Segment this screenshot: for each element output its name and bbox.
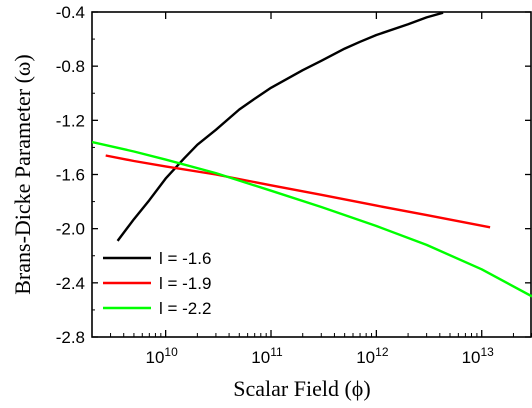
x-tick-label: 1010 (146, 345, 179, 367)
y-tick-label: -0.4 (56, 3, 85, 22)
x-tick-label: 1011 (251, 345, 283, 367)
series-line-1 (116, 12, 444, 242)
legend: l = -1.6 l = -1.9 l = -2.2 (103, 249, 211, 318)
series-line-3 (92, 140, 532, 298)
plot-frame (91, 11, 532, 338)
legend-label-3: l = -2.2 (159, 299, 211, 318)
legend-label-1: l = -1.6 (159, 249, 211, 268)
y-tick-label: -2.8 (56, 328, 85, 347)
series-group (92, 12, 532, 298)
y-tick-label: -0.8 (56, 57, 85, 76)
plot-frame-rect (91, 11, 532, 338)
x-axis-label: Scalar Field (ϕ) (233, 376, 370, 401)
x-tick-label: 1013 (462, 345, 495, 367)
y-tick-label: -2.4 (56, 274, 85, 293)
x-tick-label: 1012 (356, 345, 389, 367)
legend-label-2: l = -1.9 (159, 274, 211, 293)
y-axis-label: Brans-Dicke Parameter (ω) (10, 54, 35, 295)
y-tick-label: -2.0 (56, 220, 85, 239)
series-line-2 (105, 154, 491, 229)
y-tick-label: -1.2 (56, 111, 85, 130)
y-tick-label: -1.6 (56, 166, 85, 185)
ticks-group: -0.4 -0.8 -1.2 -1.6 -2.0 -2.4 -2.8 1010 1011 1012… (56, 3, 532, 367)
